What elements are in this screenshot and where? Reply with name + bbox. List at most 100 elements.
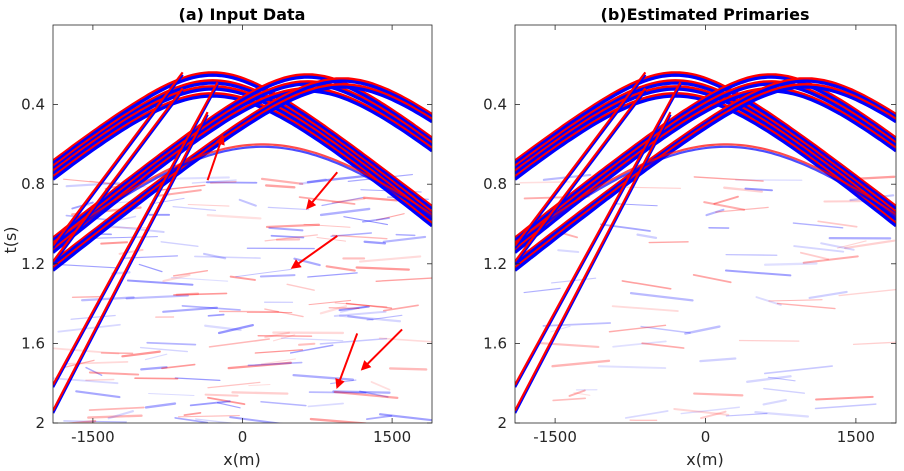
- linear-event: [515, 71, 647, 247]
- noise-event: [87, 414, 143, 419]
- noise-event: [319, 207, 371, 217]
- noise-event: [550, 325, 571, 333]
- x-tick-label: 1500: [373, 428, 411, 446]
- noise-event: [187, 203, 230, 207]
- y-tick-label: 1.2: [483, 255, 507, 273]
- noise-event: [621, 280, 672, 290]
- noise-event: [146, 341, 197, 346]
- reflection-event: [53, 143, 432, 244]
- noise-event: [189, 400, 231, 407]
- noise-event: [172, 206, 217, 211]
- noise-event: [174, 377, 221, 382]
- reflection-event: [515, 71, 896, 208]
- noise-event: [254, 349, 304, 354]
- noise-event: [597, 365, 667, 370]
- noise-event: [331, 234, 388, 240]
- linear-event: [53, 89, 184, 265]
- panel-a-plot: [53, 25, 432, 423]
- noise-event: [817, 220, 858, 228]
- noise-event: [616, 186, 682, 189]
- noise-event: [641, 342, 685, 349]
- noise-event: [204, 324, 242, 332]
- noise-event: [203, 252, 227, 260]
- reflection-event: [53, 85, 432, 272]
- noise-event: [844, 239, 896, 250]
- noise-event: [333, 390, 399, 399]
- noise-event: [238, 198, 257, 207]
- noise-event: [379, 413, 432, 422]
- reflection-event: [53, 73, 432, 211]
- linear-event: [515, 81, 682, 386]
- panel-a-xlabel: x(m): [223, 450, 261, 469]
- noise-event: [792, 222, 844, 229]
- reflection-event: [515, 87, 896, 222]
- noise-event: [63, 420, 127, 423]
- linear-event: [515, 113, 672, 414]
- noise-event: [248, 383, 271, 387]
- y-tick-label: 0.4: [483, 96, 507, 114]
- noise-event: [362, 217, 390, 223]
- noise-event: [611, 305, 679, 312]
- noise-event: [808, 290, 848, 299]
- noise-event: [715, 206, 769, 213]
- noise-event: [100, 241, 129, 245]
- noise-event: [247, 361, 303, 367]
- noise-event: [308, 299, 352, 306]
- noise-event: [624, 410, 669, 419]
- noise-event: [308, 391, 367, 394]
- noise-event: [154, 189, 202, 198]
- noise-event: [207, 381, 261, 389]
- noise-event: [298, 196, 356, 205]
- noise-event: [144, 353, 168, 361]
- noise-event: [58, 264, 119, 269]
- noise-event: [183, 412, 202, 416]
- y-tick-label: 1.6: [21, 334, 45, 352]
- noise-event: [763, 387, 806, 394]
- noise-event: [776, 302, 836, 310]
- panel-a: (a) Input Data -1500 0 1500 0.4 0.8 1.2 1.6 2 x…: [1, 5, 433, 469]
- noise-event: [573, 392, 591, 396]
- noise-event: [260, 401, 307, 407]
- noise-event: [103, 224, 165, 233]
- noise-event: [762, 399, 787, 406]
- panel-b-xlabel: x(m): [686, 450, 724, 469]
- noise-event: [267, 206, 310, 211]
- noise-event: [763, 365, 833, 375]
- linear-event: [515, 84, 682, 388]
- noise-event: [699, 410, 727, 420]
- noise-event: [347, 315, 374, 321]
- reflection-event: [53, 79, 432, 214]
- noise-event: [362, 196, 399, 202]
- reflection-event: [515, 83, 896, 270]
- noise-event: [107, 410, 134, 420]
- noise-event: [359, 255, 422, 263]
- noise-event: [268, 226, 304, 232]
- noise-event: [814, 403, 877, 410]
- noise-event: [838, 288, 896, 297]
- reflection-event: [515, 79, 896, 266]
- noise-event: [684, 325, 721, 335]
- linear-event: [515, 73, 647, 249]
- noise-event: [744, 187, 773, 192]
- panel-a-arrows: [206, 134, 403, 390]
- noise-event: [307, 272, 358, 278]
- x-tick-label: -1500: [71, 428, 115, 446]
- noise-event: [173, 292, 228, 296]
- noise-event: [375, 213, 405, 221]
- noise-event: [629, 292, 694, 302]
- noise-event: [557, 249, 580, 254]
- noise-event: [298, 178, 327, 186]
- linear-event: [53, 111, 209, 412]
- noise-event: [763, 262, 818, 266]
- noise-event: [81, 296, 135, 302]
- noise-event: [229, 275, 256, 281]
- noise-event: [208, 338, 270, 348]
- reflection-event: [53, 71, 432, 208]
- annotation-arrow: [206, 134, 225, 181]
- noise-event: [217, 402, 241, 409]
- linear-event: [515, 89, 647, 265]
- noise-event: [331, 197, 366, 204]
- noise-event: [793, 245, 845, 253]
- noise-event: [162, 306, 218, 313]
